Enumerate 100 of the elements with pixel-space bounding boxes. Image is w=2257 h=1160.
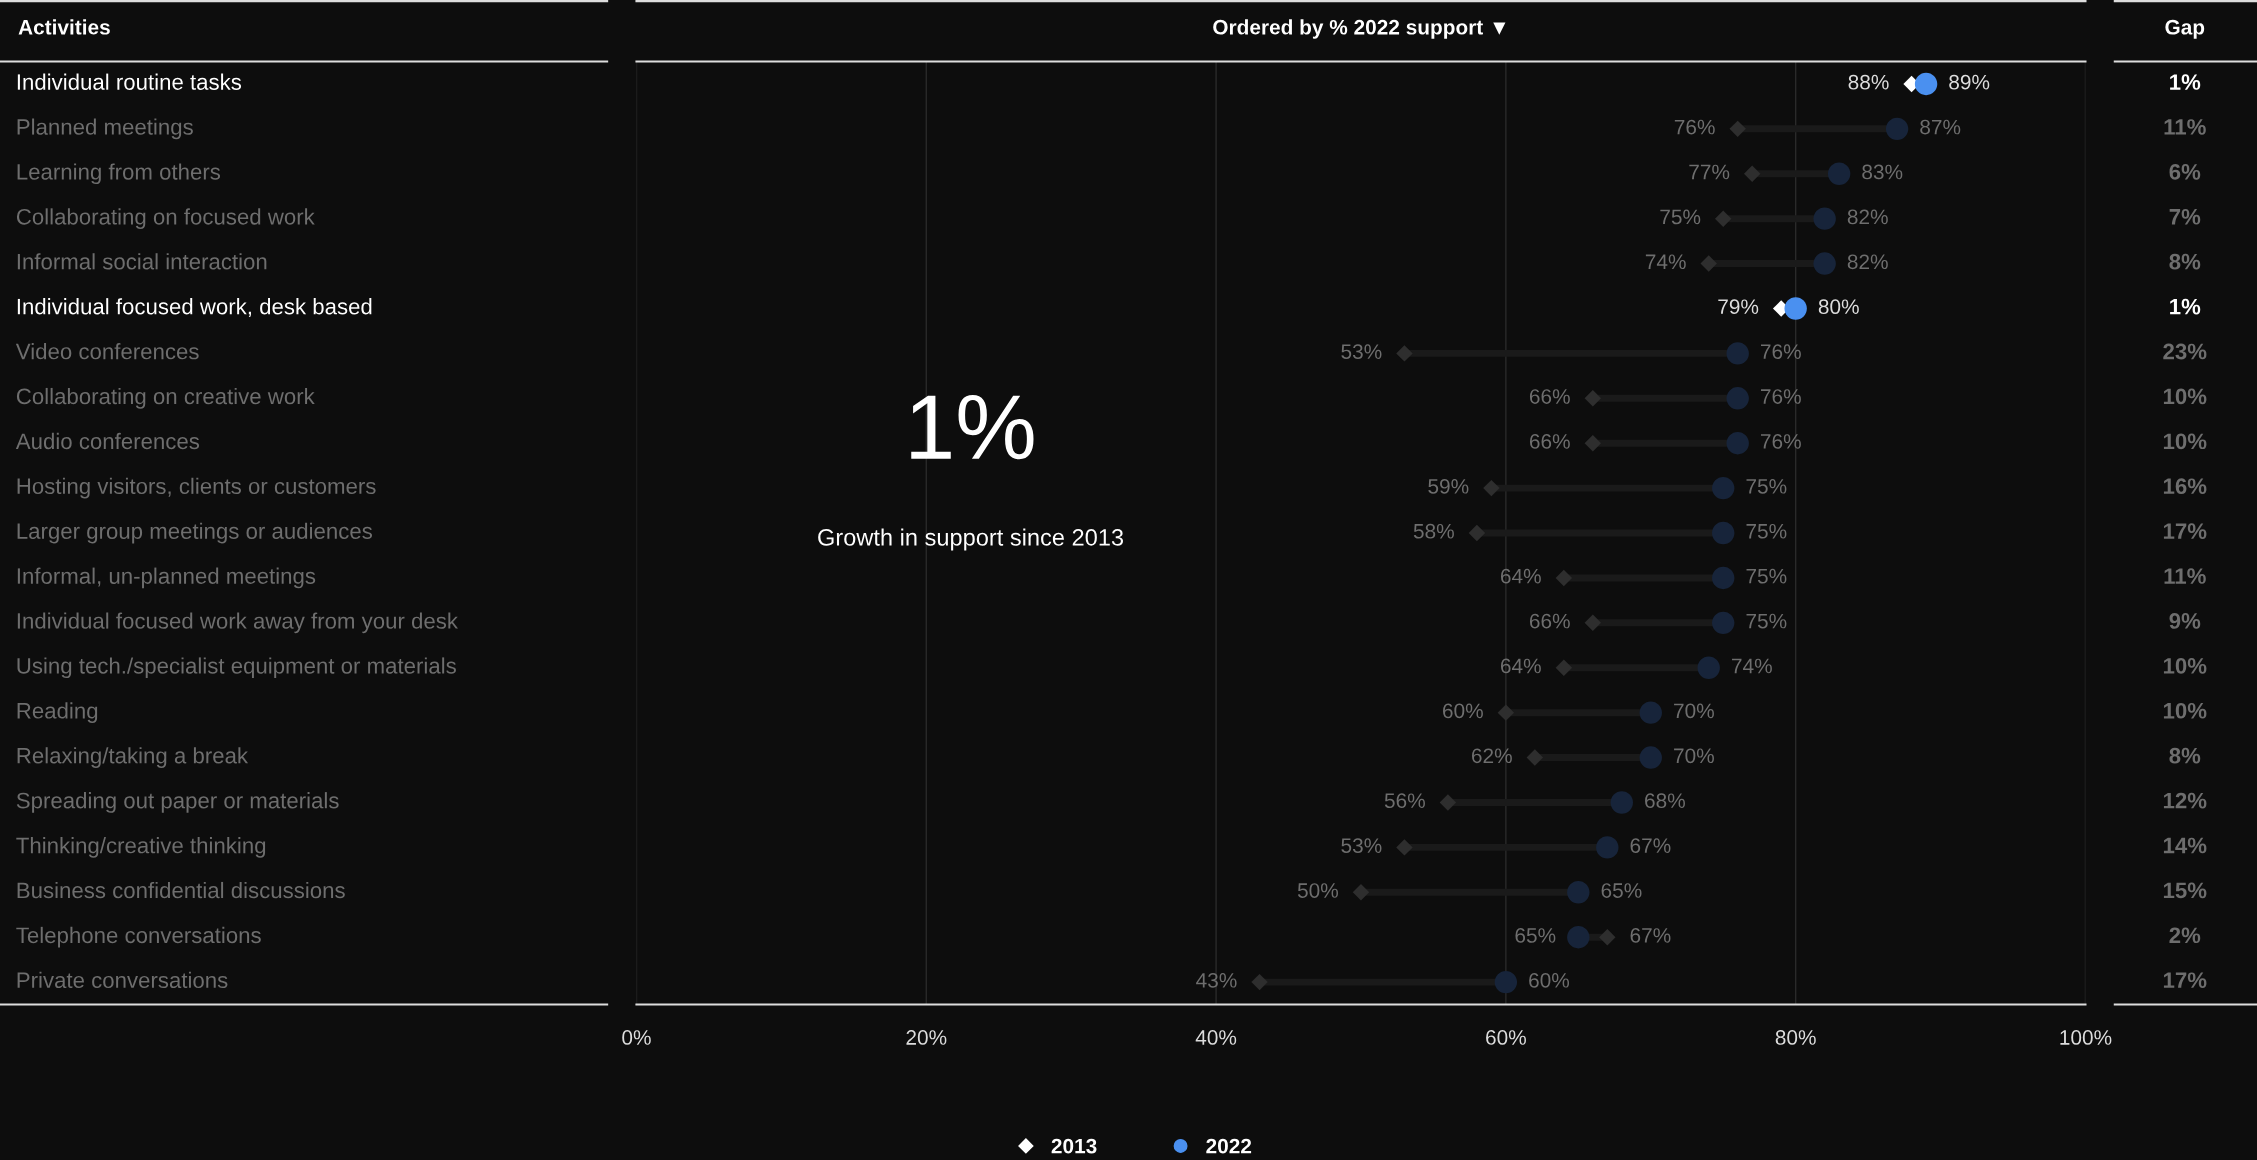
y-tick-label: Relaxing/taking a break bbox=[17, 747, 249, 768]
point bbox=[1726, 432, 1749, 455]
y-tick-label: Informal, un-planned meetings bbox=[17, 567, 316, 589]
data-label: 67% bbox=[1630, 928, 1671, 943]
text: 16% bbox=[2163, 478, 2207, 495]
text: 10% bbox=[2163, 702, 2207, 719]
data-label: 59% bbox=[1428, 478, 1469, 494]
data-label: 87% bbox=[1920, 119, 1961, 135]
data-label: 67% bbox=[1630, 838, 1671, 853]
point bbox=[1712, 476, 1735, 500]
x-tick-label: 80% bbox=[1775, 1030, 1816, 1045]
point bbox=[1599, 928, 1616, 946]
data-label: 89% bbox=[1949, 74, 1990, 90]
point bbox=[1885, 117, 1909, 141]
y-tick-label: Individual focused work, desk based bbox=[17, 298, 372, 318]
y-tick-label: Hosting visitors, clients or customers bbox=[17, 477, 376, 499]
x-tick-label: 60% bbox=[1486, 1030, 1526, 1045]
point bbox=[1715, 210, 1732, 227]
x-tick-label: 40% bbox=[1195, 1030, 1237, 1045]
point bbox=[1396, 345, 1413, 362]
data-label: 75% bbox=[1660, 209, 1701, 225]
x-tick-label: 20% bbox=[906, 1030, 947, 1045]
y-tick-label: Audio conferences bbox=[15, 432, 200, 450]
text: 12% bbox=[2163, 792, 2207, 809]
data-label: 76% bbox=[1674, 119, 1715, 135]
data-label: 76% bbox=[1761, 434, 1801, 449]
text: 15% bbox=[2163, 882, 2207, 899]
text: 1% bbox=[2170, 74, 2201, 90]
data-label: 77% bbox=[1689, 164, 1730, 180]
point bbox=[1251, 973, 1268, 991]
text: 14% bbox=[2163, 837, 2207, 854]
x-tick-label: 0% bbox=[622, 1030, 651, 1045]
x-tick-label: 100% bbox=[2060, 1030, 2112, 1045]
text: 10% bbox=[2163, 433, 2207, 450]
point bbox=[1712, 566, 1735, 590]
data-label: 43% bbox=[1196, 972, 1237, 988]
point bbox=[1784, 297, 1807, 320]
point bbox=[1567, 926, 1590, 949]
point bbox=[1555, 569, 1573, 587]
data-label: 80% bbox=[1818, 299, 1859, 315]
data-label: 62% bbox=[1471, 748, 1512, 764]
point bbox=[1712, 521, 1735, 545]
y-tick-label: Collaborating on focused work bbox=[16, 208, 315, 230]
data-label: 79% bbox=[1718, 299, 1759, 315]
data-label: 60% bbox=[1529, 972, 1570, 988]
y-tick-label: Individual focused work away from your desk bbox=[17, 612, 459, 634]
point bbox=[1697, 656, 1720, 679]
data-label: 66% bbox=[1529, 434, 1570, 449]
y-tick-label: Spreading out paper or materials bbox=[16, 792, 339, 813]
point bbox=[1596, 836, 1619, 859]
text: 8% bbox=[2169, 253, 2201, 270]
y-tick-label: Learning from others bbox=[17, 163, 221, 185]
point bbox=[1468, 524, 1486, 542]
data-label: 76% bbox=[1761, 389, 1801, 404]
y-axis-title: Activities bbox=[18, 19, 110, 35]
point bbox=[1439, 794, 1457, 811]
data-label: 64% bbox=[1500, 568, 1541, 584]
data-label: 50% bbox=[1297, 883, 1339, 898]
point bbox=[1610, 791, 1633, 814]
data-label: 70% bbox=[1674, 748, 1714, 764]
y-tick-label: Business confidential discussions bbox=[17, 881, 345, 899]
y-tick-label: Private conversations bbox=[17, 971, 228, 989]
point bbox=[1526, 749, 1544, 766]
text: 2% bbox=[2169, 927, 2201, 944]
data-label: 65% bbox=[1601, 883, 1642, 898]
text: 7% bbox=[2169, 208, 2201, 225]
data-label: 83% bbox=[1862, 164, 1903, 180]
point bbox=[1494, 970, 1518, 994]
text: 17% bbox=[2163, 523, 2207, 539]
text: 10% bbox=[2163, 657, 2207, 674]
data-label: 70% bbox=[1674, 703, 1714, 719]
data-label: 75% bbox=[1746, 568, 1787, 584]
chart-title: Ordered by % 2022 support ▼ bbox=[1213, 19, 1506, 39]
y-tick-label: Reading bbox=[17, 702, 98, 724]
point bbox=[1813, 207, 1836, 230]
point bbox=[1483, 479, 1500, 497]
point bbox=[1813, 252, 1836, 275]
y-tick-label: Using tech./specialist equipment or materials bbox=[17, 657, 456, 679]
data-label: 58% bbox=[1413, 523, 1454, 539]
point bbox=[1396, 839, 1413, 856]
point bbox=[1914, 72, 1938, 96]
data-label: 66% bbox=[1529, 613, 1570, 629]
data-label: 88% bbox=[1848, 74, 1889, 90]
point bbox=[1584, 390, 1602, 407]
point bbox=[1726, 387, 1749, 410]
point bbox=[1639, 701, 1662, 724]
point bbox=[1584, 434, 1602, 452]
data-label: 53% bbox=[1341, 344, 1382, 359]
point bbox=[1497, 704, 1515, 721]
y-tick-label: Collaborating on creative work bbox=[16, 387, 315, 409]
y-tick-label: Video conferences bbox=[15, 343, 199, 360]
data-label: 68% bbox=[1645, 793, 1685, 809]
text: 1% bbox=[2170, 298, 2201, 315]
point bbox=[1743, 165, 1761, 182]
text: 11% bbox=[2164, 568, 2206, 584]
data-label: 60% bbox=[1443, 703, 1483, 719]
point bbox=[1729, 120, 1746, 138]
data-label: 56% bbox=[1384, 793, 1425, 809]
text: 10% bbox=[2163, 388, 2207, 405]
y-tick-label: Individual routine tasks bbox=[17, 73, 242, 90]
